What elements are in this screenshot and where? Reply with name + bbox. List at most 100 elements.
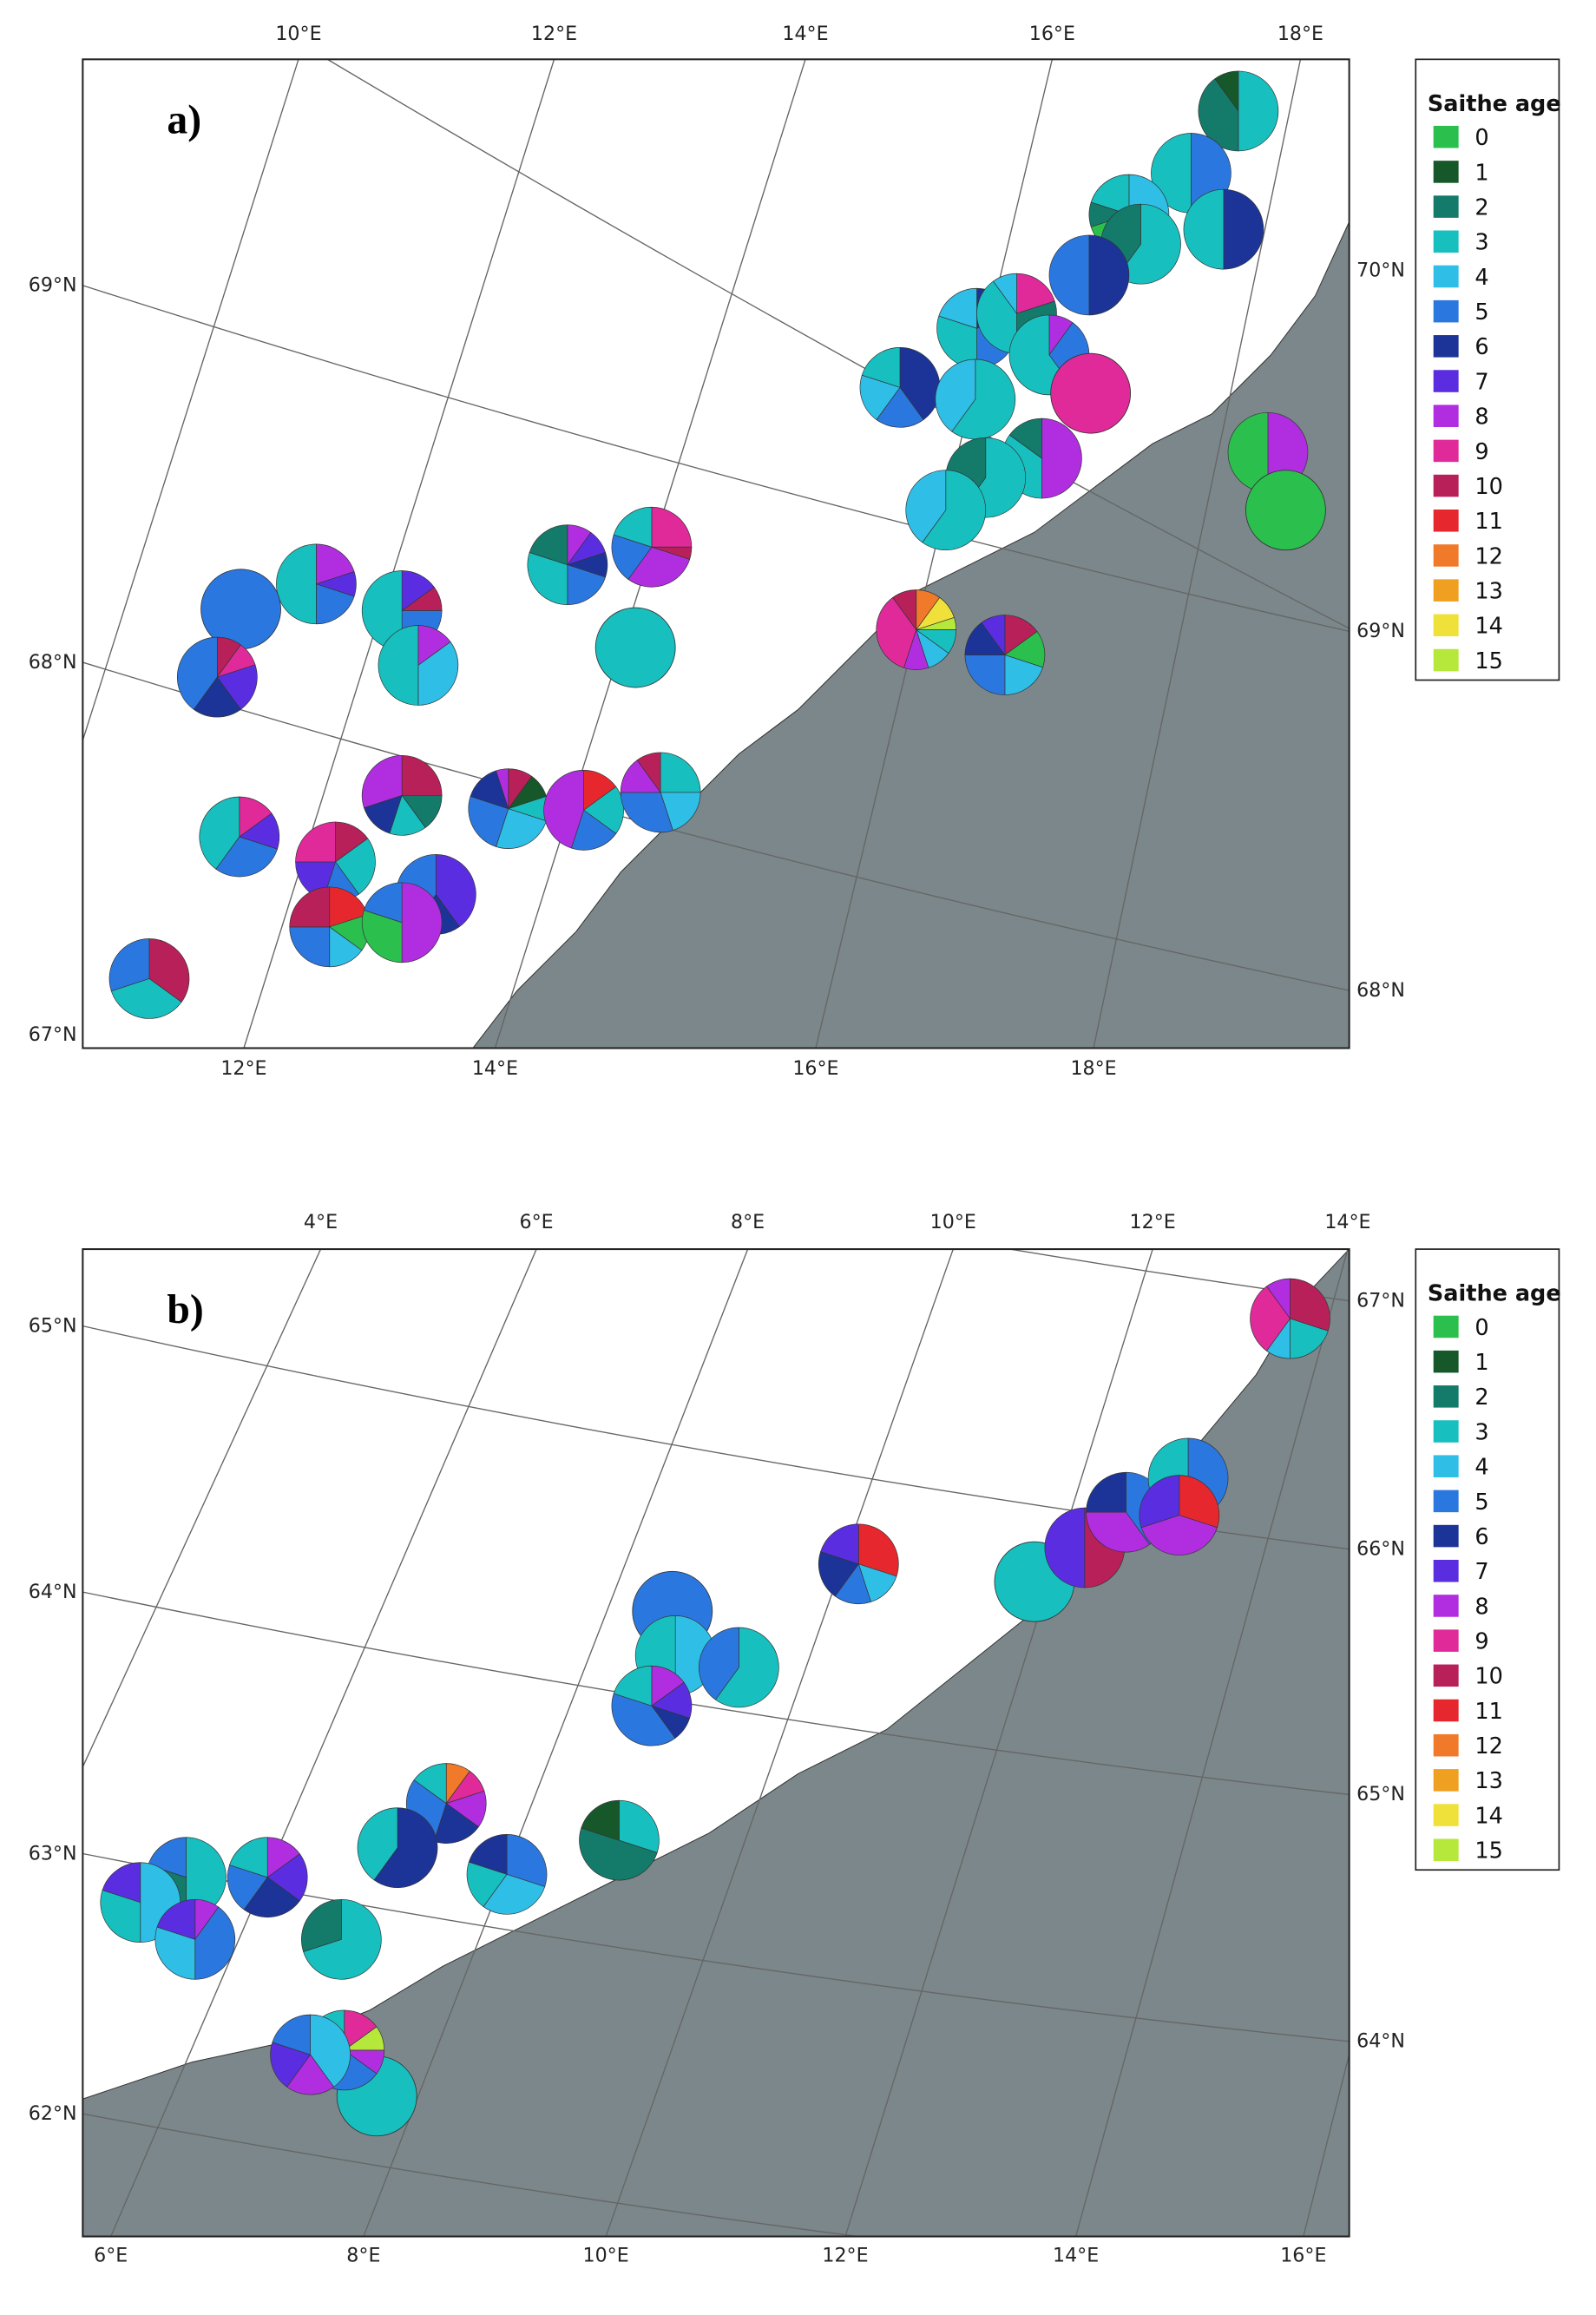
- legend-swatch-age-14: [1433, 1804, 1459, 1826]
- axis-tick-label: 16°E: [792, 1057, 838, 1080]
- pie-slice-age-5: [1048, 234, 1090, 316]
- pie-slice-age-10: [148, 938, 190, 1003]
- pie-slice-age-6: [243, 1877, 300, 1918]
- meridian-line: [844, 1249, 1153, 2237]
- legend-label: 8: [1474, 1594, 1488, 1620]
- legend-label: 9: [1474, 439, 1488, 465]
- legend-label: 14: [1474, 614, 1503, 640]
- pie-slice-age-7: [156, 1898, 196, 1940]
- axis-tick-label: 18°E: [1277, 23, 1323, 45]
- legend-label: 2: [1474, 194, 1488, 220]
- map-panel-b: b) 4°E 6°E 8°E 10°E 12°E 14°E6°E 8°E 10°E 12°E 14…: [29, 1211, 1561, 2266]
- pie-slice-age-5: [272, 2014, 311, 2055]
- pie-slice-age-7: [1044, 1507, 1086, 1588]
- legend-label: 3: [1474, 230, 1488, 256]
- parallel-line: [1006, 1249, 1350, 1302]
- legend-label: 10: [1474, 1664, 1503, 1690]
- pie-chart-station: [935, 358, 1016, 440]
- pie-chart-station: [964, 615, 1046, 695]
- pie-slice-age-5: [468, 796, 509, 847]
- legend-swatch-age-9: [1433, 439, 1459, 463]
- pie-slice-age-3: [110, 978, 182, 1019]
- axis-tick-label: 18°E: [1070, 1057, 1116, 1080]
- meridian-line: [1093, 59, 1302, 1049]
- pie-slice-age-3: [1290, 1318, 1329, 1359]
- legend-label: 6: [1474, 334, 1488, 360]
- axis-tick-label: 62°N: [29, 2102, 77, 2125]
- pie-chart-station: [620, 752, 701, 833]
- pie-slice-age-6: [468, 1834, 508, 1875]
- pie-chart-station: [611, 506, 693, 588]
- pie-slice-age-0: [361, 910, 403, 963]
- pie-slice-age-7: [820, 1523, 859, 1565]
- pie-slice-age-5: [364, 882, 403, 924]
- pie-slice-age-3: [660, 752, 701, 793]
- pie-slice-age-5: [194, 1906, 236, 1980]
- axis-tick-label: 12°E: [822, 2244, 868, 2266]
- pie-slice-age-10: [401, 755, 443, 796]
- legend-label: 12: [1474, 543, 1503, 569]
- axis-tick-label: 12°E: [1130, 1211, 1176, 1233]
- legend-label: 13: [1474, 1768, 1503, 1794]
- pie-slice-age-3: [922, 470, 987, 550]
- pie-chart-station: [378, 625, 459, 706]
- pie-chart-station: [199, 796, 280, 878]
- pie-slice-age-3: [714, 1627, 779, 1708]
- pie-slice-age-10: [892, 589, 917, 631]
- pie-slice-age-9: [1050, 352, 1132, 434]
- panel-label: b): [167, 1287, 203, 1332]
- pie-chart-station: [594, 607, 676, 688]
- pie-slice-age-3: [613, 1665, 653, 1707]
- meridian-line: [82, 59, 299, 743]
- pie-chart-station: [818, 1523, 899, 1605]
- legend-swatch-age-10: [1433, 474, 1459, 497]
- pie-chart-station: [361, 882, 443, 963]
- pie-slice-age-8: [1041, 418, 1082, 499]
- pie-slice-age-7: [266, 1853, 308, 1902]
- pie-chart-station: [1198, 70, 1279, 152]
- legend-swatch-age-12: [1433, 544, 1459, 567]
- pie-slice-age-10: [1290, 1278, 1330, 1332]
- pie-slice-age-3: [976, 280, 1017, 354]
- axis-tick-label: 12°E: [531, 23, 577, 45]
- pie-slice-age-3: [527, 552, 568, 606]
- legend-swatch-age-0: [1433, 125, 1459, 148]
- pie-slice-age-2: [529, 524, 568, 566]
- pie-slice-age-5: [620, 792, 673, 833]
- pie-slice-age-7: [102, 1862, 141, 1904]
- pie-chart-station: [357, 1807, 438, 1889]
- axis-tick-label: 4°E: [304, 1211, 338, 1233]
- pie-slice-age-6: [818, 1551, 859, 1597]
- legend-label: 8: [1474, 404, 1488, 431]
- pie-slice-age-3: [229, 1837, 268, 1878]
- legend-swatch-age-7: [1433, 370, 1459, 392]
- legend-swatch-age-6: [1433, 335, 1459, 358]
- pie-slice-age-5: [964, 654, 1006, 695]
- pie-slice-age-6: [193, 676, 241, 718]
- pie-chart-station: [270, 2014, 351, 2095]
- map-panel-a: a) 10°E 12°E 14°E 16°E 18°E 12°E 14°E 16°E 18°E 6…: [29, 23, 1561, 1080]
- legend-label: 12: [1474, 1733, 1503, 1759]
- axis-tick-label: 68°N: [29, 651, 77, 674]
- pie-chart-station: [468, 768, 549, 849]
- pie-chart-station: [108, 938, 190, 1019]
- axis-tick-label: 64°N: [29, 1581, 77, 1603]
- pie-chart-station: [611, 1665, 693, 1746]
- legend-swatch-age-8: [1433, 1595, 1459, 1617]
- pie-slice-age-0: [1245, 470, 1326, 551]
- pie-slice-age-3: [1238, 70, 1279, 152]
- legend-swatch-age-10: [1433, 1664, 1459, 1687]
- pie-slice-age-3: [466, 1861, 508, 1908]
- pie-slice-age-1: [581, 1799, 620, 1841]
- legend-swatch-age-3: [1433, 1420, 1459, 1443]
- legend-swatch-age-15: [1433, 648, 1459, 672]
- pie-slice-age-9: [295, 821, 336, 863]
- pie-slice-age-5: [1187, 1437, 1229, 1511]
- pie-slice-age-8: [316, 543, 355, 585]
- legend-label: 0: [1474, 1315, 1488, 1341]
- axis-tick-label: 67°N: [29, 1023, 77, 1046]
- legend-label: 11: [1474, 509, 1503, 535]
- pie-slice-age-3: [951, 358, 1016, 440]
- legend-label: 6: [1474, 1524, 1488, 1550]
